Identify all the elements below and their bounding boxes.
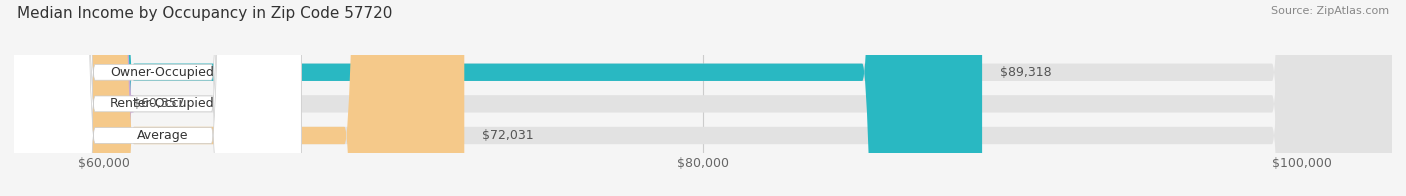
Text: Average: Average (136, 129, 188, 142)
FancyBboxPatch shape (14, 0, 983, 196)
Text: $60,357: $60,357 (132, 97, 184, 110)
FancyBboxPatch shape (14, 0, 1392, 196)
Text: Source: ZipAtlas.com: Source: ZipAtlas.com (1271, 6, 1389, 16)
Text: $72,031: $72,031 (482, 129, 534, 142)
FancyBboxPatch shape (14, 0, 1392, 196)
Text: Median Income by Occupancy in Zip Code 57720: Median Income by Occupancy in Zip Code 5… (17, 6, 392, 21)
Text: Renter-Occupied: Renter-Occupied (110, 97, 215, 110)
Text: Owner-Occupied: Owner-Occupied (110, 66, 214, 79)
FancyBboxPatch shape (6, 0, 301, 196)
FancyBboxPatch shape (14, 0, 464, 196)
FancyBboxPatch shape (6, 0, 301, 196)
Text: $89,318: $89,318 (1000, 66, 1052, 79)
FancyBboxPatch shape (14, 0, 1392, 196)
FancyBboxPatch shape (0, 0, 134, 196)
FancyBboxPatch shape (6, 0, 301, 196)
